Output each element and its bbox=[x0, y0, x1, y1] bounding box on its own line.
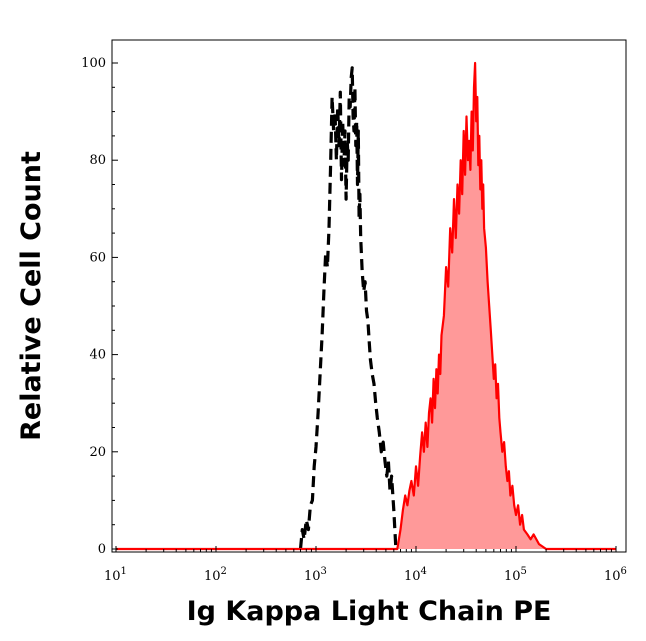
stained-histogram-line bbox=[116, 61, 616, 551]
x-axis-title: Ig Kappa Light Chain PE bbox=[187, 596, 552, 627]
y-axis: 0 20 40 60 80 100 bbox=[81, 56, 118, 557]
x-axis: 101 102 103 104 105 106 bbox=[104, 546, 627, 584]
y-tick-label: 80 bbox=[89, 153, 106, 168]
y-tick-label: 40 bbox=[89, 348, 106, 363]
x-tick-label: 103 bbox=[304, 566, 327, 584]
x-tick-label: 106 bbox=[604, 566, 627, 584]
series-layer bbox=[116, 61, 616, 551]
isotype-histogram-line bbox=[298, 66, 398, 550]
y-tick-label: 20 bbox=[89, 445, 106, 460]
x-tick-label: 101 bbox=[104, 566, 127, 584]
stained-histogram-fill bbox=[116, 63, 616, 549]
x-tick-label: 105 bbox=[504, 566, 527, 584]
plot-frame bbox=[111, 39, 627, 553]
y-axis-title: Relative Cell Count bbox=[16, 151, 47, 441]
x-tick-label: 104 bbox=[404, 566, 427, 584]
y-tick-label: 0 bbox=[98, 542, 106, 557]
y-tick-label: 100 bbox=[81, 56, 106, 71]
x-tick-label: 102 bbox=[204, 566, 227, 584]
y-tick-label: 60 bbox=[89, 250, 106, 265]
